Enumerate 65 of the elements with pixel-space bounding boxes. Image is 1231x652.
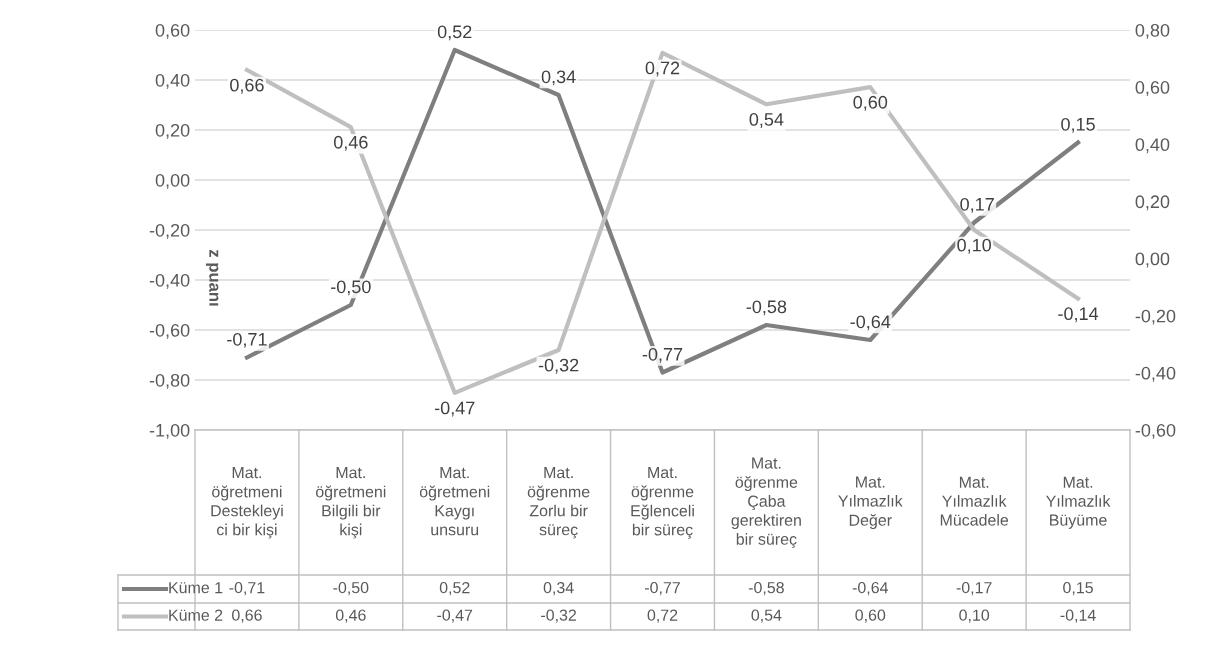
text: -0,14 bbox=[1058, 307, 1099, 323]
y-tick-label: 0,40 bbox=[155, 73, 190, 89]
data-label: 0,15 bbox=[1063, 581, 1093, 596]
data-label: 0,60 bbox=[855, 609, 886, 623]
text: -0,77 bbox=[642, 347, 683, 363]
text: 0,10 bbox=[957, 238, 992, 254]
y2-tick-label: 0,60 bbox=[1135, 81, 1170, 96]
y-tick-label: -0,60 bbox=[149, 323, 190, 339]
text: -0,50 bbox=[331, 280, 371, 296]
y2-tick-label: -0,60 bbox=[1135, 423, 1176, 439]
x-tick-label: Mat. öğretmeni Bilgili bir kişi bbox=[316, 467, 386, 539]
data-label: 0,52 bbox=[439, 581, 470, 596]
data-label: 0,46 bbox=[335, 609, 366, 623]
x-tick-label: Mat. Yılmazlık Büyüme bbox=[1046, 476, 1111, 529]
text: -0,71 bbox=[227, 332, 267, 348]
y-tick-label: 0,20 bbox=[155, 123, 190, 139]
data-label: -0,14 bbox=[1060, 609, 1096, 623]
y2-tick-label: 0,80 bbox=[1135, 23, 1170, 39]
x-tick-label: Mat. Yılmazlık Değer bbox=[838, 476, 903, 530]
text: -0,64 bbox=[850, 315, 891, 331]
y-tick-label: 0,60 bbox=[155, 23, 190, 39]
legend-label: Küme 2 bbox=[169, 609, 223, 621]
x-tick-label: Mat. öğretmeni Destekleyi ci bir kişi bbox=[211, 467, 283, 539]
text: -0,17 bbox=[954, 197, 994, 213]
y-tick-label: -0,40 bbox=[149, 273, 190, 289]
text: 0,52 bbox=[437, 25, 472, 41]
data-label: 0,72 bbox=[647, 609, 678, 623]
text: 0,60 bbox=[853, 95, 888, 111]
data-label: -0,17 bbox=[956, 581, 992, 596]
y2-tick-label: 0,40 bbox=[1135, 138, 1170, 154]
data-label: -0,32 bbox=[541, 609, 577, 623]
data-label: -0,50 bbox=[333, 581, 369, 596]
text: -0,58 bbox=[746, 300, 787, 316]
y-tick-label: 0,00 bbox=[155, 173, 190, 189]
y2-tick-label: -0,40 bbox=[1135, 366, 1176, 382]
text: -0,47 bbox=[434, 401, 475, 417]
data-label: 0,10 bbox=[959, 609, 990, 623]
text: 0,15 bbox=[1061, 117, 1095, 133]
x-tick-label: Mat. öğrenme Eğlenceli bir süreç bbox=[631, 466, 694, 539]
data-label: -0,64 bbox=[852, 581, 889, 596]
data-label: 0,34 bbox=[543, 581, 574, 596]
y2-tick-label: 0,00 bbox=[1135, 252, 1170, 268]
text: 0,34 bbox=[541, 70, 576, 86]
x-tick-label: Mat. öğretmeni Kaygı unsuru bbox=[419, 467, 490, 536]
text: 0,72 bbox=[645, 61, 680, 77]
data-label: 0,54 bbox=[751, 609, 782, 623]
text: 0,46 bbox=[333, 135, 368, 151]
data-label: 0,66 bbox=[232, 609, 262, 623]
text: 0,66 bbox=[230, 78, 264, 94]
text: 0,54 bbox=[749, 113, 784, 128]
x-tick-label: Mat. öğrenme Zorlu bir süreç bbox=[527, 467, 590, 539]
data-label: -0,47 bbox=[437, 609, 473, 623]
data-label: -0,58 bbox=[748, 581, 784, 596]
legend-label: Küme 1 bbox=[169, 582, 223, 594]
data-label: -0,71 bbox=[229, 581, 265, 596]
y-tick-label: -0,20 bbox=[149, 223, 190, 239]
y2-tick-label: 0,20 bbox=[1135, 195, 1170, 211]
x-tick-label: Mat. Yılmazlık Mücadele bbox=[940, 476, 1009, 526]
y-tick-label: -1,00 bbox=[149, 423, 190, 439]
y-tick-label: -0,80 bbox=[149, 373, 190, 389]
y-axis-title: z puanı bbox=[205, 249, 219, 306]
x-tick-label: Mat. öğrenme Çaba gerektiren bir süreç bbox=[731, 457, 801, 549]
y2-tick-label: -0,20 bbox=[1135, 309, 1176, 325]
data-label: -0,77 bbox=[645, 581, 680, 596]
text: -0,32 bbox=[538, 358, 579, 374]
